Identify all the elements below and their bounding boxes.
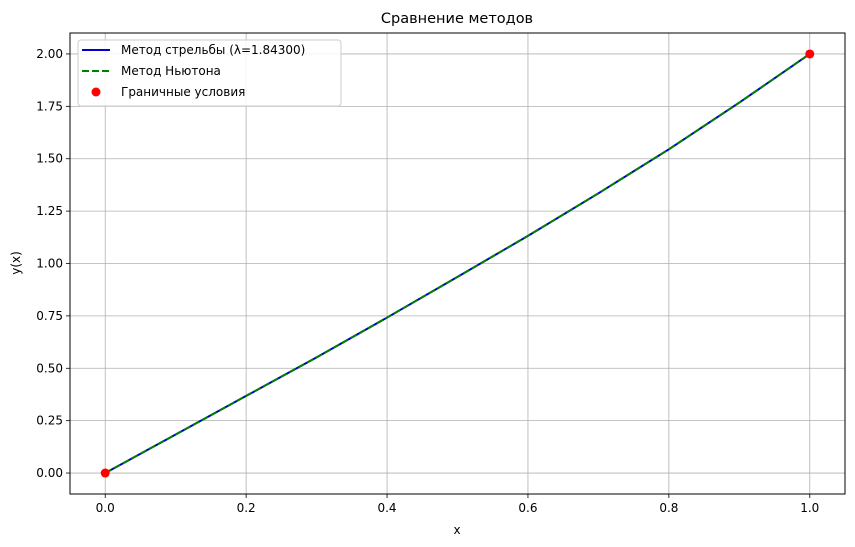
legend: Метод стрельбы (λ=1.84300) Метод Ньютона Г… (77, 39, 342, 107)
x-axis-label: x (453, 523, 460, 537)
y-tick-label: 1.75 (36, 99, 63, 113)
y-tick-label: 1.25 (36, 204, 63, 218)
x-tick-label: 1.0 (800, 501, 819, 515)
y-tick-label: 0.25 (36, 414, 63, 428)
y-tick-label: 0.75 (36, 309, 63, 323)
x-tick-label: 0.6 (518, 501, 537, 515)
legend-label: Метод Ньютона (121, 64, 221, 78)
legend-label: Метод стрельбы (λ=1.84300) (121, 43, 305, 57)
legend-box (77, 39, 342, 107)
x-tick-label: 0.0 (96, 501, 115, 515)
x-tick-label: 0.4 (377, 501, 396, 515)
y-tick-label: 2.00 (36, 47, 63, 61)
legend-marker (91, 87, 101, 97)
y-tick-label: 0.00 (36, 466, 63, 480)
chart-title: Сравнение методов (381, 11, 533, 27)
x-tick-label: 0.2 (237, 501, 256, 515)
y-tick-label: 1.00 (36, 257, 63, 271)
y-tick-label: 0.50 (36, 361, 63, 375)
y-axis: 0.00 0.25 0.50 0.75 1.00 1.25 1.50 1.75 2.00 (36, 47, 70, 480)
y-tick-label: 1.50 (36, 152, 63, 166)
series-layer (100, 49, 815, 478)
x-tick-label: 0.8 (659, 501, 678, 515)
boundary-point (805, 49, 815, 59)
boundary-point (100, 468, 110, 478)
legend-label: Граничные условия (121, 85, 245, 99)
y-axis-label: y(x) (9, 251, 23, 275)
series-line-2 (104, 53, 811, 474)
x-axis: 0.0 0.2 0.4 0.6 0.8 1.0 (96, 494, 819, 515)
